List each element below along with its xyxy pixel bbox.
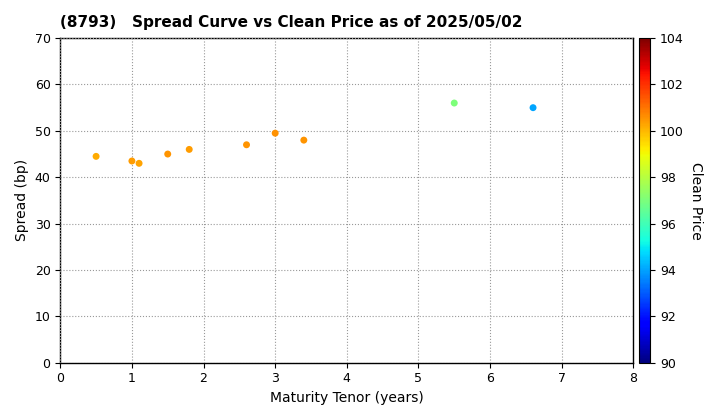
Point bbox=[269, 130, 281, 136]
Point bbox=[449, 100, 460, 106]
Point bbox=[527, 104, 539, 111]
Y-axis label: Spread (bp): Spread (bp) bbox=[15, 159, 29, 242]
Point bbox=[133, 160, 145, 167]
Point bbox=[90, 153, 102, 160]
X-axis label: Maturity Tenor (years): Maturity Tenor (years) bbox=[270, 391, 423, 405]
Y-axis label: Clean Price: Clean Price bbox=[689, 162, 703, 239]
Point bbox=[184, 146, 195, 153]
Point bbox=[298, 137, 310, 144]
Point bbox=[162, 151, 174, 158]
Point bbox=[240, 142, 252, 148]
Text: (8793)   Spread Curve vs Clean Price as of 2025/05/02: (8793) Spread Curve vs Clean Price as of… bbox=[60, 15, 523, 30]
Point bbox=[126, 158, 138, 164]
